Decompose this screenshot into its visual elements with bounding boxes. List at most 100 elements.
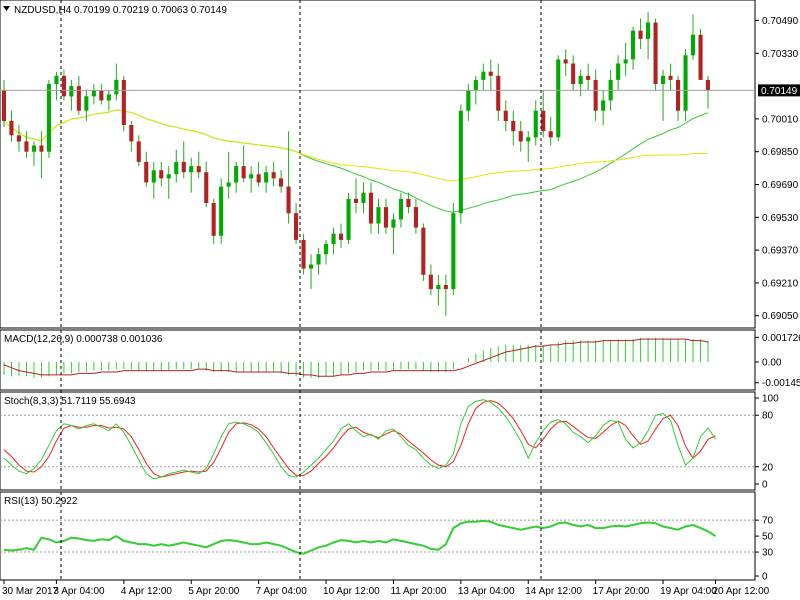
candle-body xyxy=(61,75,66,97)
candle-body xyxy=(533,110,538,138)
candle-body xyxy=(518,131,523,142)
candle-body xyxy=(676,79,681,111)
candle-body xyxy=(548,131,553,138)
candle-body xyxy=(46,84,51,152)
candle-body xyxy=(353,198,358,203)
candle xyxy=(39,131,44,179)
candle-body xyxy=(241,166,246,179)
candle xyxy=(488,59,493,91)
current-price-marker xyxy=(758,84,800,97)
candle xyxy=(398,192,403,228)
rsi-axis-label: 0 xyxy=(762,572,768,583)
candle-body xyxy=(503,110,508,121)
candle-body xyxy=(24,141,29,152)
candle xyxy=(526,131,531,162)
price-axis-label: 0.69370 xyxy=(762,246,799,257)
candle-body xyxy=(166,174,171,179)
candle xyxy=(166,166,171,199)
candle xyxy=(69,79,74,111)
candle xyxy=(368,182,373,234)
candle-body xyxy=(196,166,201,173)
candle-body xyxy=(9,120,14,136)
candle xyxy=(533,100,538,146)
candle xyxy=(9,110,14,142)
candle xyxy=(518,120,523,152)
moving-average-yellow xyxy=(3,109,709,182)
candle xyxy=(211,198,216,244)
candle xyxy=(196,151,201,179)
price-axis-label: 0.69690 xyxy=(762,180,799,191)
candle-body xyxy=(144,161,149,183)
candle xyxy=(264,166,269,193)
rsi-axis-label: 30 xyxy=(762,548,774,559)
candle-body xyxy=(279,178,284,187)
candle-body xyxy=(114,79,119,95)
candle-body xyxy=(556,59,561,138)
candle-body xyxy=(211,203,216,236)
candle-body xyxy=(256,174,261,183)
candle-body xyxy=(421,227,426,275)
stochastic-panel[interactable]: Stoch(8,3,3) 51.7119 55.6943 xyxy=(0,391,756,491)
candle-body xyxy=(391,219,396,228)
candle xyxy=(496,63,501,121)
candle xyxy=(324,239,329,265)
candle xyxy=(451,202,456,296)
macd-panel[interactable]: MACD(12,26,9) 0.000738 0.001036 xyxy=(0,329,756,391)
candle xyxy=(256,161,261,187)
candle xyxy=(406,192,411,214)
price-axis-label: 0.69850 xyxy=(762,147,799,158)
stoch-axis-label: 20 xyxy=(762,462,774,473)
candle-body xyxy=(54,75,59,84)
candle-body xyxy=(698,34,703,80)
candle xyxy=(571,55,576,91)
candle-body xyxy=(563,59,568,64)
candle-body xyxy=(466,90,471,111)
candle xyxy=(144,151,149,187)
candle-body xyxy=(159,170,164,179)
candle xyxy=(503,100,508,132)
candle-body xyxy=(691,34,696,56)
candle xyxy=(541,90,546,138)
time-axis-label: 4 Apr 12:00 xyxy=(121,586,173,597)
candle-body xyxy=(376,207,381,224)
candle xyxy=(159,161,164,187)
stoch-axis-label: 80 xyxy=(762,411,774,422)
macd-axis-label: 0.00 xyxy=(762,358,782,369)
candle xyxy=(601,90,606,126)
candle xyxy=(204,161,209,208)
macd-axis-label: 0.001726 xyxy=(762,333,800,344)
candle xyxy=(376,198,381,234)
price-axis-label: 0.69050 xyxy=(762,311,799,322)
candle-body xyxy=(271,172,276,179)
candle xyxy=(286,131,291,224)
candle-body xyxy=(458,110,463,214)
candle-body xyxy=(616,63,621,80)
candle xyxy=(556,55,561,142)
candle-body xyxy=(661,75,666,84)
candle xyxy=(653,18,658,91)
candle-body xyxy=(249,174,254,179)
candle xyxy=(114,63,119,101)
candle xyxy=(548,116,553,146)
candle xyxy=(54,71,59,101)
candle xyxy=(151,161,156,199)
candle-body xyxy=(488,71,493,76)
candle xyxy=(84,90,89,121)
candle-body xyxy=(413,207,418,228)
candle-body xyxy=(668,75,673,80)
candle xyxy=(683,49,688,121)
candle-body xyxy=(174,161,179,175)
macd-signal-line xyxy=(3,338,709,377)
candle-body xyxy=(324,244,329,255)
price-axis-label: 0.70010 xyxy=(762,114,799,125)
time-axis-label: 7 Apr 04:00 xyxy=(256,586,308,597)
candle-body xyxy=(316,254,321,265)
candle-body xyxy=(301,239,306,269)
candle-body xyxy=(496,75,501,111)
candle xyxy=(31,141,36,167)
candle xyxy=(301,233,306,275)
candle-body xyxy=(264,172,269,183)
candle-body xyxy=(121,79,126,125)
main-price-panel[interactable]: NZDUSD,H4 0.70199 0.70219 0.70063 0.7014… xyxy=(0,0,756,329)
chart-menu-icon[interactable] xyxy=(3,6,10,11)
